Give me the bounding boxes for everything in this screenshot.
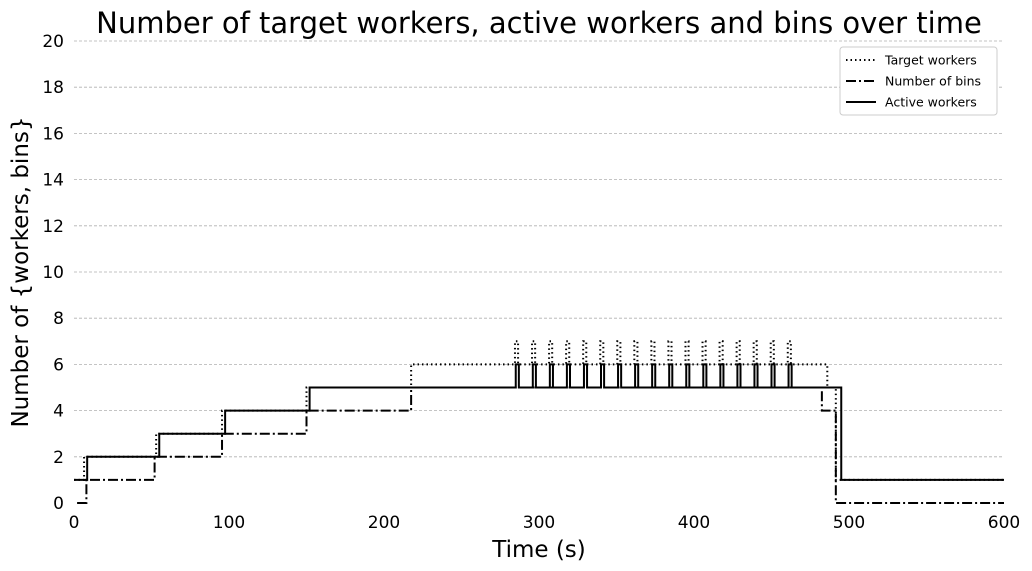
y-tick-label: 18 [42,78,64,98]
series-line-active-workers [74,363,1004,481]
legend-label: Active workers [885,95,977,110]
y-tick-label: 0 [53,494,64,514]
y-tick-label: 8 [53,309,64,329]
x-tick-label: 600 [988,513,1020,533]
y-tick-label: 16 [42,124,64,144]
series-line-number-of-bins [77,386,1004,504]
x-tick-label: 500 [833,513,865,533]
x-tick-label: 400 [678,513,710,533]
series-lines [74,340,1004,504]
x-axis-label: Time (s) [491,537,586,563]
x-tick-label: 100 [213,513,245,533]
legend: Target workers Number of bins Active worke… [839,46,998,116]
x-tick-label: 300 [523,513,555,533]
y-tick-label: 6 [53,355,64,375]
y-tick-label: 10 [42,263,64,283]
legend-label: Target workers [884,53,977,68]
legend-box [839,46,998,116]
y-tick-labels: 0 2 4 6 8 10 12 14 16 18 20 [42,32,64,514]
y-tick-label: 12 [42,217,64,237]
chart-title: Number of target workers, active workers… [96,6,982,40]
x-tick-label: 0 [69,513,80,533]
legend-label: Number of bins [885,74,981,89]
y-tick-label: 14 [42,171,64,191]
y-tick-label: 20 [42,32,64,52]
y-axis-label: Number of {workers, bins} [8,116,34,427]
y-tick-label: 2 [53,448,64,468]
y-tick-label: 4 [53,402,64,422]
x-tick-label: 200 [368,513,400,533]
x-tick-labels: 0 100 200 300 400 500 600 [69,513,1021,533]
series-line-target-workers [74,340,1004,481]
